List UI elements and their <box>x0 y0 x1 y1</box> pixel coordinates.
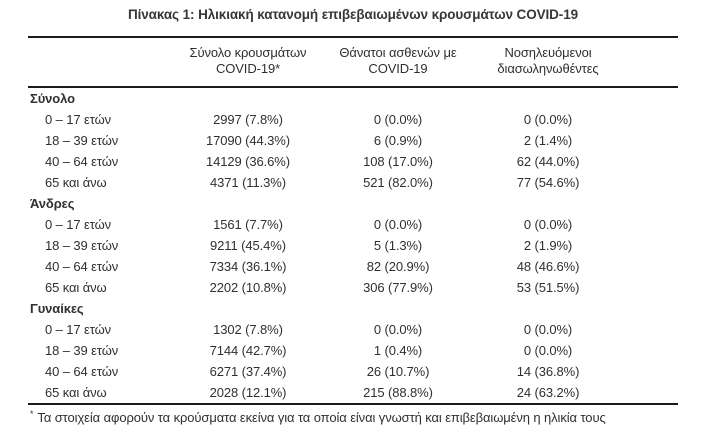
spacer-cell <box>628 235 678 256</box>
age-group-label: 18 – 39 ετών <box>45 238 119 253</box>
section-label: Άνδρες <box>30 196 75 211</box>
cases-cell: 1302 (7.8%) <box>213 322 283 337</box>
deaths-cell: 26 (10.7%) <box>366 364 430 379</box>
spacer-cell <box>628 130 678 151</box>
table-header: Σύνολο κρουσμάτων COVID-19* Θάνατοι ασθε… <box>28 37 678 88</box>
intubated-cell: 0 (0.0%) <box>523 217 573 232</box>
spacer-cell <box>628 109 678 130</box>
cases-cell: 9211 (45.4%) <box>210 238 286 253</box>
table-row: 18 – 39 ετών 17090 (44.3%) 6 (0.9%) 2 (1… <box>28 130 678 151</box>
section-label: Σύνολο <box>30 91 75 106</box>
age-group-label: 0 – 17 ετών <box>45 112 112 127</box>
age-group-label: 40 – 64 ετών <box>45 154 119 169</box>
covid-age-distribution-table: Σύνολο κρουσμάτων COVID-19* Θάνατοι ασθε… <box>28 36 678 405</box>
age-group-label: 0 – 17 ετών <box>45 322 112 337</box>
header-deaths: Θάνατοι ασθενών με COVID-19 <box>328 37 468 88</box>
spacer-cell <box>628 277 678 298</box>
age-group-label: 65 και άνω <box>45 175 107 190</box>
intubated-cell: 77 (54.6%) <box>516 175 580 190</box>
header-empty-cell <box>28 37 168 88</box>
age-group-label: 65 και άνω <box>45 280 107 295</box>
cases-cell: 4371 (11.3%) <box>210 175 286 190</box>
header-row: Σύνολο κρουσμάτων COVID-19* Θάνατοι ασθε… <box>28 37 678 88</box>
age-group-label: 18 – 39 ετών <box>45 133 119 148</box>
spacer-cell <box>628 340 678 361</box>
header-spacer-cell <box>628 37 678 88</box>
table-row: 65 και άνω 2202 (10.8%) 306 (77.9%) 53 (… <box>28 277 678 298</box>
intubated-cell: 0 (0.0%) <box>523 322 573 337</box>
age-group-label: 40 – 64 ετών <box>45 259 119 274</box>
footnote-asterisk: * <box>30 409 34 419</box>
deaths-cell: 215 (88.8%) <box>363 385 433 400</box>
table-row: 18 – 39 ετών 9211 (45.4%) 5 (1.3%) 2 (1.… <box>28 235 678 256</box>
cases-cell: 7334 (36.1%) <box>209 259 287 274</box>
deaths-cell: 0 (0.0%) <box>373 217 423 232</box>
intubated-cell: 14 (36.8%) <box>516 364 580 379</box>
deaths-cell: 108 (17.0%) <box>363 154 433 169</box>
table-row: 65 και άνω 4371 (11.3%) 521 (82.0%) 77 (… <box>28 172 678 193</box>
deaths-cell: 6 (0.9%) <box>373 133 423 148</box>
deaths-cell: 306 (77.9%) <box>363 280 433 295</box>
section-row-men: Άνδρες <box>28 193 678 214</box>
deaths-cell: 5 (1.3%) <box>373 238 423 253</box>
table-body: Σύνολο 0 – 17 ετών 2997 (7.8%) 0 (0.0%) … <box>28 87 678 404</box>
cases-cell: 2202 (10.8%) <box>209 280 287 295</box>
cases-cell: 7144 (42.7%) <box>209 343 287 358</box>
section-label: Γυναίκες <box>30 301 84 316</box>
intubated-cell: 2 (1.4%) <box>523 133 573 148</box>
table-row: 65 και άνω 2028 (12.1%) 215 (88.8%) 24 (… <box>28 382 678 404</box>
table-row: 40 – 64 ετών 14129 (36.6%) 108 (17.0%) 6… <box>28 151 678 172</box>
age-group-label: 40 – 64 ετών <box>45 364 119 379</box>
deaths-cell: 82 (20.9%) <box>366 259 430 274</box>
cases-cell: 6271 (37.4%) <box>209 364 287 379</box>
footnote-text: Τα στοιχεία αφορούν τα κρούσματα εκείνα … <box>37 410 606 425</box>
cases-cell: 17090 (44.3%) <box>206 133 290 148</box>
table-row: 18 – 39 ετών 7144 (42.7%) 1 (0.4%) 0 (0.… <box>28 340 678 361</box>
spacer-cell <box>628 256 678 277</box>
intubated-cell: 53 (51.5%) <box>516 280 580 295</box>
table-title: Πίνακας 1: Ηλικιακή κατανομή επιβεβαιωμέ… <box>127 7 579 22</box>
section-row-women: Γυναίκες <box>28 298 678 319</box>
spacer-cell <box>628 382 678 404</box>
intubated-cell: 24 (63.2%) <box>516 385 580 400</box>
table-row: 0 – 17 ετών 2997 (7.8%) 0 (0.0%) 0 (0.0%… <box>28 109 678 130</box>
table-row: 0 – 17 ετών 1561 (7.7%) 0 (0.0%) 0 (0.0%… <box>28 214 678 235</box>
header-intubated: Νοσηλευόμενοι διασωληνωθέντες <box>468 37 628 88</box>
intubated-cell: 48 (46.6%) <box>516 259 580 274</box>
intubated-cell: 2 (1.9%) <box>523 238 573 253</box>
deaths-cell: 0 (0.0%) <box>373 322 423 337</box>
spacer-cell <box>628 214 678 235</box>
spacer-cell <box>628 361 678 382</box>
report-page: Πίνακας 1: Ηλικιακή κατανομή επιβεβαιωμέ… <box>28 7 698 425</box>
spacer-cell <box>628 319 678 340</box>
header-total-cases: Σύνολο κρουσμάτων COVID-19* <box>168 37 328 88</box>
cases-cell: 2028 (12.1%) <box>209 385 287 400</box>
intubated-cell: 0 (0.0%) <box>523 112 573 127</box>
section-row-total: Σύνολο <box>28 87 678 109</box>
deaths-cell: 521 (82.0%) <box>363 175 433 190</box>
age-group-label: 65 και άνω <box>45 385 107 400</box>
cases-cell: 14129 (36.6%) <box>206 154 290 169</box>
deaths-cell: 1 (0.4%) <box>373 343 423 358</box>
cases-cell: 2997 (7.8%) <box>213 112 283 127</box>
age-group-label: 18 – 39 ετών <box>45 343 119 358</box>
footnote: * Τα στοιχεία αφορούν τα κρούσματα εκείνα… <box>28 405 698 425</box>
table-row: 0 – 17 ετών 1302 (7.8%) 0 (0.0%) 0 (0.0%… <box>28 319 678 340</box>
spacer-cell <box>628 151 678 172</box>
spacer-cell <box>628 172 678 193</box>
table-row: 40 – 64 ετών 6271 (37.4%) 26 (10.7%) 14 … <box>28 361 678 382</box>
cases-cell: 1561 (7.7%) <box>213 217 283 232</box>
deaths-cell: 0 (0.0%) <box>373 112 423 127</box>
intubated-cell: 0 (0.0%) <box>523 343 573 358</box>
table-row: 40 – 64 ετών 7334 (36.1%) 82 (20.9%) 48 … <box>28 256 678 277</box>
age-group-label: 0 – 17 ετών <box>45 217 112 232</box>
intubated-cell: 62 (44.0%) <box>516 154 580 169</box>
